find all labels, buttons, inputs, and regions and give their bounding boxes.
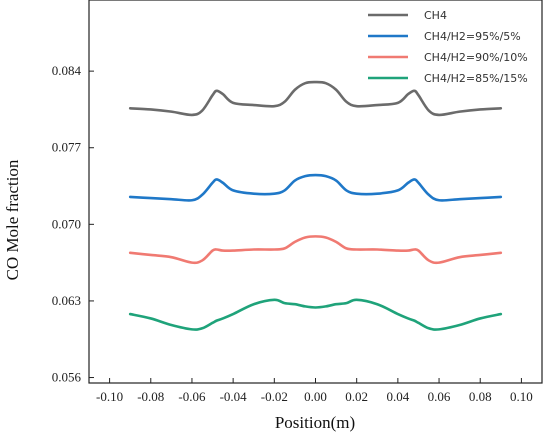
x-tick-label: -0.02 bbox=[261, 389, 288, 404]
y-axis-title: CO Mole fraction bbox=[3, 159, 22, 280]
series-line-4 bbox=[128, 298, 503, 331]
x-tick-label: 0.00 bbox=[304, 389, 327, 404]
x-axis-title: Position(m) bbox=[275, 413, 355, 432]
x-tick-label: -0.04 bbox=[220, 389, 248, 404]
x-tick-label: -0.06 bbox=[178, 389, 206, 404]
y-tick-label: 0.077 bbox=[52, 140, 82, 155]
legend-label: CH4/H2=85%/15% bbox=[424, 72, 528, 85]
series-layer bbox=[128, 80, 503, 331]
x-axis-ticks: -0.10 -0.08 -0.06 -0.04 -0.02 0.00 0.02 0.04 0.0… bbox=[96, 378, 533, 404]
legend-label: CH4 bbox=[424, 9, 447, 22]
series-line-1 bbox=[128, 80, 503, 117]
y-tick-label: 0.063 bbox=[52, 293, 81, 308]
y-axis-ticks: 0.056 0.063 0.070 0.077 0.084 bbox=[52, 63, 94, 385]
x-tick-label: 0.06 bbox=[428, 389, 451, 404]
series-line-3 bbox=[128, 235, 503, 265]
x-tick-label: 0.04 bbox=[386, 389, 409, 404]
legend: CH4 CH4/H2=95%/5% CH4/H2=90%/10% CH4/H2=85%… bbox=[368, 9, 528, 85]
x-tick-label: 0.08 bbox=[469, 389, 492, 404]
y-tick-label: 0.070 bbox=[52, 216, 81, 231]
y-tick-label: 0.084 bbox=[52, 63, 82, 78]
series-line-2 bbox=[128, 173, 503, 202]
x-tick-label: -0.08 bbox=[137, 389, 164, 404]
x-tick-label: -0.10 bbox=[96, 389, 123, 404]
x-tick-label: 0.10 bbox=[510, 389, 533, 404]
x-tick-label: 0.02 bbox=[345, 389, 368, 404]
legend-label: CH4/H2=95%/5% bbox=[424, 30, 521, 43]
legend-label: CH4/H2=90%/10% bbox=[424, 51, 528, 64]
y-tick-label: 0.056 bbox=[52, 370, 82, 385]
